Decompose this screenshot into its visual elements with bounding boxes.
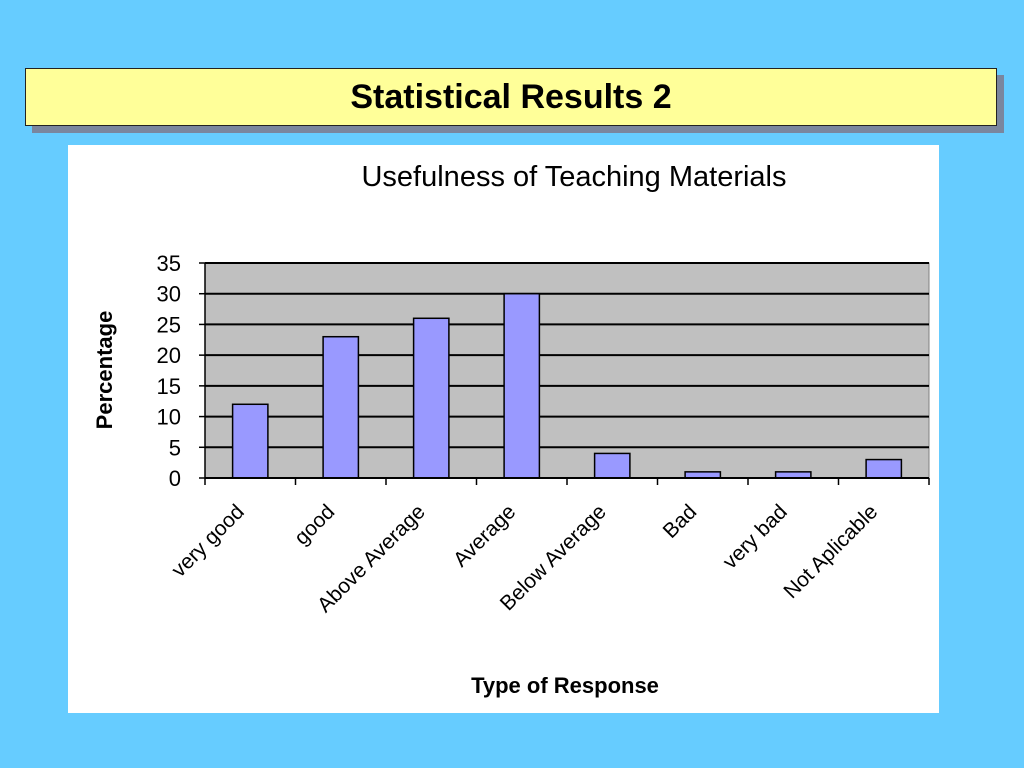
y-tick-label: 30 (157, 282, 181, 307)
y-tick-label: 0 (169, 466, 181, 491)
y-tick-label: 15 (157, 374, 181, 399)
x-category-label: Average (449, 500, 520, 571)
bar (412, 317, 450, 479)
y-tick-labels: 0 5 10 15 20 25 30 35 (157, 251, 205, 491)
y-axis-title: Percentage (92, 311, 117, 430)
x-category-label: Not Aplicable (779, 500, 882, 603)
y-tick-label: 25 (157, 312, 181, 337)
plot-area (204, 262, 930, 479)
bar (865, 458, 903, 479)
bar (322, 335, 360, 479)
axes (204, 263, 930, 485)
bar-chart: Usefulness of Teaching Materials 0 5 10 15 2… (92, 161, 930, 698)
chart-title: Usefulness of Teaching Materials (361, 161, 786, 193)
bar (593, 452, 631, 479)
x-category-label: very good (167, 500, 248, 581)
y-tick-label: 20 (157, 343, 181, 368)
title-box: Statistical Results 2 (25, 68, 997, 126)
y-tick-label: 5 (169, 435, 181, 460)
slide-title: Statistical Results 2 (350, 77, 672, 116)
y-tick-label: 10 (157, 405, 181, 430)
x-category-label: good (290, 500, 339, 549)
bar (503, 292, 541, 479)
y-tick-label: 35 (157, 251, 181, 276)
x-category-label: Bad (659, 500, 702, 543)
bar (231, 403, 269, 479)
x-category-label: very bad (719, 500, 792, 573)
chart-panel: Usefulness of Teaching Materials 0 5 10 15 2… (68, 145, 939, 713)
x-axis-title: Type of Response (471, 673, 659, 698)
